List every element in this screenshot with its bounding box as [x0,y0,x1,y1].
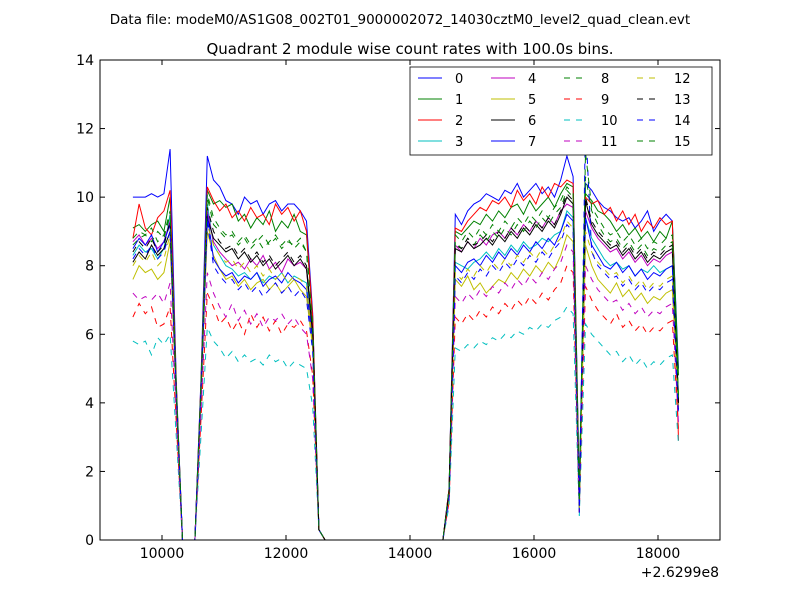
y-tick-label: 14 [76,53,94,69]
x-axis: 10000 12000 14000 16000 18000 [140,60,681,562]
y-tick-label: 8 [85,259,94,275]
series-line-2 [132,179,679,540]
legend-label-11: 11 [601,135,618,150]
series-line-3 [132,203,679,540]
y-tick-label: 12 [76,122,94,138]
legend-label-7: 7 [528,135,536,150]
chart-title: Quadrant 2 module wise count rates with … [206,40,613,58]
series-line-5 [132,231,679,540]
legend-label-12: 12 [674,72,691,87]
legend-label-13: 13 [674,93,691,108]
legend-label-5: 5 [528,93,536,108]
legend-label-9: 9 [601,93,609,108]
x-tick-label: 18000 [636,546,681,562]
series-line-15 [132,152,679,540]
legend-label-6: 6 [528,114,536,129]
series-line-1 [132,182,679,540]
series-line-0 [132,149,679,540]
x-tick-label: 10000 [140,546,185,562]
x-tick-label: 12000 [264,546,309,562]
chart-suptitle: Data file: modeM0/AS1G08_002T01_90000020… [110,12,690,28]
y-tick-label: 2 [85,464,94,480]
x-offset-label: +2.6299e8 [641,565,719,581]
legend-label-4: 4 [528,72,536,87]
x-tick-label: 14000 [388,546,433,562]
series-line-12 [132,220,679,540]
legend-label-3: 3 [455,135,463,150]
series-layer [132,121,679,540]
legend-box [409,66,713,156]
series-line-14 [132,121,679,540]
legend-label-14: 14 [674,114,691,129]
series-line-4 [132,203,679,540]
series-line-8 [132,176,679,540]
legend-label-8: 8 [601,72,609,87]
series-line-10 [132,306,679,540]
series-line-11 [132,244,679,540]
y-tick-label: 10 [76,190,94,206]
legend-label-10: 10 [601,114,618,129]
y-tick-label: 0 [85,533,94,549]
x-tick-label: 16000 [512,546,557,562]
y-tick-label: 4 [85,396,94,412]
series-line-7 [132,213,679,540]
legend-label-1: 1 [455,93,463,108]
legend-label-0: 0 [455,72,463,87]
legend-label-2: 2 [455,114,463,129]
y-tick-label: 6 [85,327,94,343]
series-line-9 [132,264,679,540]
series-line-6 [132,196,679,540]
legend-label-15: 15 [674,135,691,150]
